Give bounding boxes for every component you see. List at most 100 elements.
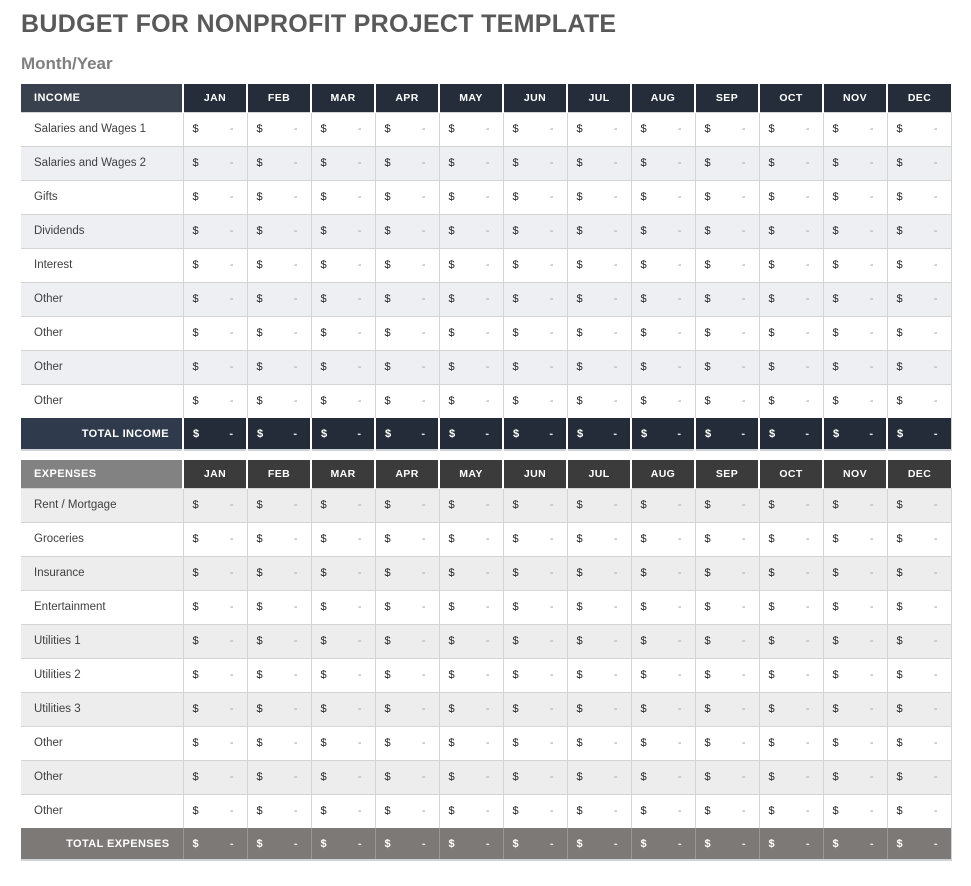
amount-cell: $ -: [566, 349, 631, 384]
currency-symbol: $: [640, 361, 647, 373]
amount-cell: $ -: [694, 281, 759, 316]
amount-cell: $ -: [630, 179, 695, 214]
empty-amount: -: [933, 225, 938, 237]
empty-amount: -: [869, 635, 874, 647]
row-label: Other: [21, 281, 183, 316]
empty-amount: -: [421, 327, 426, 339]
currency-symbol: $: [256, 837, 263, 850]
amount-cell: $ -: [246, 487, 311, 522]
empty-amount: -: [357, 805, 362, 818]
amount-cell: $ -: [502, 725, 567, 760]
amount-cell: $ -: [694, 793, 759, 828]
empty-amount: -: [677, 427, 681, 440]
amount-cell: $ -: [182, 793, 247, 828]
empty-amount: -: [549, 191, 554, 203]
amount-cell: $ -: [182, 521, 247, 556]
empty-amount: -: [869, 123, 874, 135]
currency-symbol: $: [385, 427, 392, 440]
currency-symbol: $: [320, 499, 327, 511]
currency-symbol: $: [256, 259, 263, 271]
amount-cell: $ -: [246, 213, 311, 248]
currency-symbol: $: [768, 805, 775, 818]
currency-symbol: $: [448, 669, 455, 681]
empty-amount: -: [421, 259, 426, 271]
amount-cell: $ -: [630, 145, 695, 180]
income-header-row: INCOME JAN FEB MAR APR MAY JUN JUL AUG SEP OCT NOV…: [21, 84, 951, 112]
empty-amount: -: [549, 771, 554, 783]
amount-cell: $ -: [502, 111, 567, 146]
amount-cell: $ -: [246, 383, 311, 418]
currency-symbol: $: [832, 703, 839, 715]
currency-symbol: $: [576, 293, 583, 305]
income-table-body: Salaries and Wages 1 $ - $ - $ - $ - $ - $ - $ - $ - $ - $ -…: [21, 111, 952, 418]
currency-symbol: $: [384, 361, 391, 373]
empty-amount: -: [741, 771, 746, 783]
currency-symbol: $: [384, 395, 391, 408]
empty-amount: -: [357, 361, 362, 373]
empty-amount: -: [677, 805, 682, 818]
currency-symbol: $: [832, 771, 839, 783]
currency-symbol: $: [769, 427, 776, 440]
currency-symbol: $: [704, 669, 711, 681]
empty-amount: -: [933, 259, 938, 271]
empty-amount: -: [869, 837, 874, 850]
currency-symbol: $: [512, 293, 519, 305]
currency-symbol: $: [448, 805, 455, 818]
amount-cell: $ -: [246, 623, 311, 658]
amount-cell: $ -: [566, 281, 631, 316]
currency-symbol: $: [832, 395, 839, 408]
amount-cell: $ -: [694, 555, 759, 590]
amount-cell: $ -: [246, 725, 311, 760]
empty-amount: -: [869, 669, 874, 681]
amount-cell: $ -: [758, 145, 823, 180]
amount-cell: $ -: [374, 145, 439, 180]
empty-amount: -: [485, 427, 489, 440]
empty-amount: -: [805, 805, 810, 818]
empty-amount: -: [293, 427, 297, 440]
currency-symbol: $: [256, 293, 263, 305]
month-header-may: MAY: [438, 84, 503, 112]
currency-symbol: $: [448, 157, 455, 169]
row-label: Other: [21, 349, 183, 384]
amount-cell: $ -: [886, 657, 952, 692]
empty-amount: -: [613, 601, 618, 613]
empty-amount: -: [741, 395, 746, 408]
month-header-dec: DEC: [886, 460, 951, 488]
empty-amount: -: [421, 805, 426, 818]
empty-amount: -: [741, 293, 746, 305]
amount-cell: $ -: [246, 281, 311, 316]
amount-cell: $ -: [374, 213, 439, 248]
currency-symbol: $: [704, 601, 711, 613]
currency-symbol: $: [192, 703, 199, 715]
amount-cell: $ -: [502, 589, 567, 624]
empty-amount: -: [357, 327, 362, 339]
amount-cell: $ -: [310, 793, 375, 828]
currency-symbol: $: [832, 327, 839, 339]
amount-cell: $ -: [694, 213, 759, 248]
table-row: Rent / Mortgage $ - $ - $ - $ - $ - $ - $ - $ - $ - $ - $ - $ -: [21, 487, 952, 522]
amount-cell: $ -: [886, 281, 952, 316]
amount-cell: $ -: [182, 315, 247, 350]
empty-amount: -: [805, 427, 809, 440]
currency-symbol: $: [640, 567, 647, 579]
empty-amount: -: [229, 327, 234, 339]
currency-symbol: $: [192, 837, 199, 850]
empty-amount: -: [869, 499, 874, 511]
empty-amount: -: [293, 601, 298, 613]
currency-symbol: $: [896, 635, 903, 647]
empty-amount: -: [933, 567, 938, 579]
table-row: Utilities 2 $ - $ - $ - $ - $ - $ - $ - $ - $ - $ - $ - $ -: [21, 657, 952, 692]
month-header-jun: JUN: [502, 460, 567, 488]
empty-amount: -: [741, 567, 746, 579]
amount-cell: $ -: [886, 555, 952, 590]
amount-cell: $ -: [246, 555, 311, 590]
empty-amount: -: [613, 157, 618, 169]
empty-amount: -: [805, 499, 810, 511]
currency-symbol: $: [448, 293, 455, 305]
currency-symbol: $: [832, 837, 839, 850]
currency-symbol: $: [640, 635, 647, 647]
currency-symbol: $: [896, 533, 903, 545]
currency-symbol: $: [448, 601, 455, 613]
empty-amount: -: [485, 533, 490, 545]
currency-symbol: $: [704, 361, 711, 373]
